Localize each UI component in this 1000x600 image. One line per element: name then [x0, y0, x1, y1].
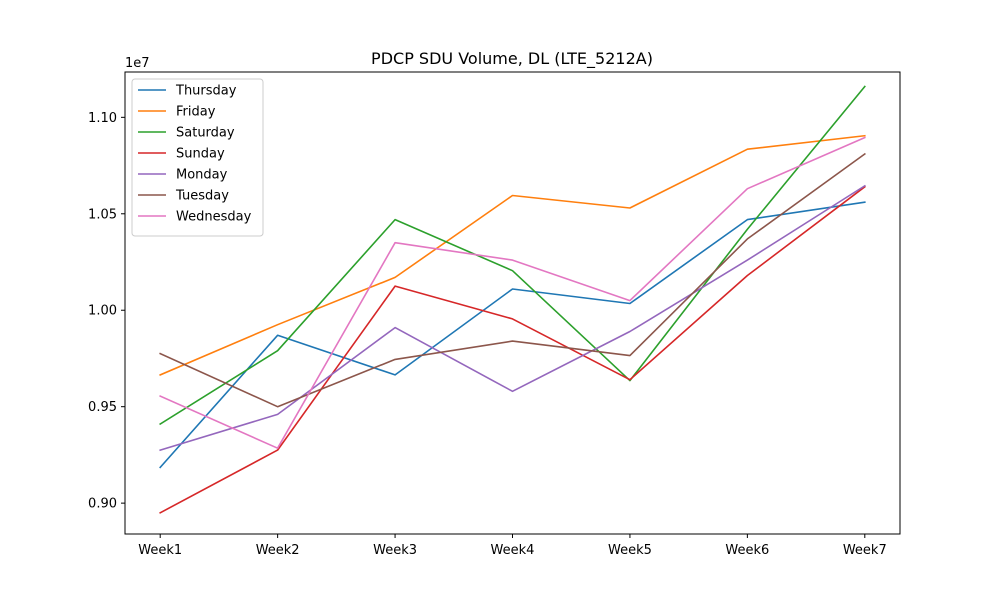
- series-line-thursday: [159, 201, 866, 469]
- x-tick-label: Week2: [256, 543, 300, 558]
- series-line-tuesday: [159, 152, 866, 408]
- y-offset-text: 1e7: [125, 56, 150, 71]
- legend-label-thursday: Thursday: [175, 84, 237, 99]
- legend-label-wednesday: Wednesday: [176, 210, 252, 225]
- x-tick-label: Week1: [138, 543, 182, 558]
- legend-label-tuesday: Tuesday: [175, 189, 229, 204]
- legend-box: [131, 78, 264, 237]
- x-tick-label: Week4: [491, 543, 535, 558]
- legend-label-saturday: Saturday: [176, 126, 235, 141]
- y-tick-label: 1.05: [88, 207, 117, 222]
- y-tick-label: 0.90: [88, 497, 117, 512]
- series-line-saturday: [159, 85, 866, 426]
- series-layer: [159, 85, 866, 514]
- legend-label-monday: Monday: [176, 168, 228, 183]
- legend: Thursday Friday Saturday Sunday Monday Tuesda…: [131, 78, 264, 237]
- y-tick-label: 1.00: [88, 304, 117, 319]
- series-line-friday: [159, 134, 866, 376]
- x-tick-label: Week5: [608, 543, 652, 558]
- chart-title: PDCP SDU Volume, DL (LTE_5212A): [371, 49, 653, 69]
- series-line-monday: [159, 184, 866, 452]
- x-tick-label: Week3: [373, 543, 417, 558]
- legend-label-friday: Friday: [176, 105, 216, 120]
- y-axis: 0.90 0.95 1.00 1.05 1.10: [88, 111, 125, 512]
- x-tick-label: Week6: [725, 543, 769, 558]
- y-tick-label: 0.95: [88, 400, 117, 415]
- x-axis: Week1 Week2 Week3 Week4 Week5 Week6 Week7: [138, 534, 887, 558]
- x-tick-label: Week7: [843, 543, 887, 558]
- series-line-sunday: [159, 185, 866, 514]
- series-line-wednesday: [159, 136, 866, 450]
- y-tick-label: 1.10: [88, 111, 117, 126]
- legend-label-sunday: Sunday: [176, 147, 225, 162]
